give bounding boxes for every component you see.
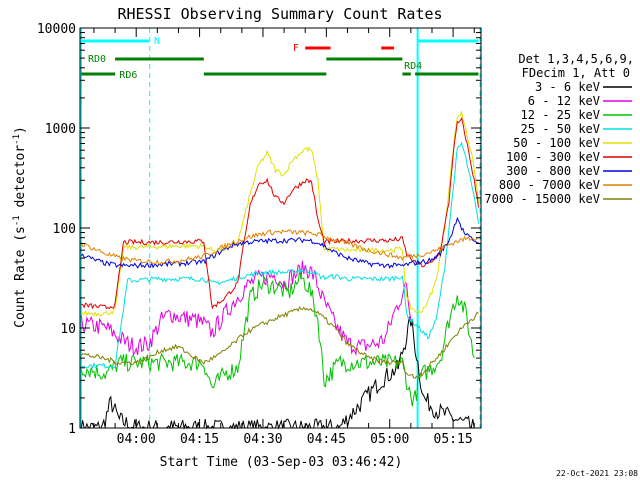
x-tick-label-4: 05:00 — [370, 432, 409, 447]
chart-title: RHESSI Observing Summary Count Rates — [117, 5, 442, 23]
legend-label-2: 12 - 25 keV — [521, 108, 600, 122]
legend-label-7: 800 - 7000 keV — [499, 178, 600, 192]
y-tick-label-2: 100 — [53, 222, 76, 237]
state-bar-label-rd0: RD0 — [88, 54, 106, 65]
y-axis-label-main: Count Rate (s — [13, 226, 28, 328]
series-lines — [80, 110, 479, 430]
x-tick-label-3: 04:45 — [307, 432, 346, 447]
y-axis-label: Count Rate (s-1 detector-1) — [12, 126, 28, 328]
x-tick-label-2: 04:30 — [243, 432, 282, 447]
series-line-5 — [81, 116, 479, 310]
legend-label-3: 25 - 50 keV — [521, 122, 600, 136]
series-line-4 — [80, 110, 479, 317]
y-axis-label-exponent: -1 — [12, 215, 22, 226]
state-bar-label-f: F — [293, 43, 299, 54]
legend-label-1: 6 - 12 keV — [528, 94, 600, 108]
series-line-8 — [80, 305, 479, 379]
axes: 04:00 04:15 04:30 04:45 05:00 05:15 1 10 100 1000… — [37, 22, 482, 447]
y-tick-label-3: 1000 — [45, 122, 76, 137]
legend-label-0: 3 - 6 keV — [535, 80, 600, 94]
state-bar-label-rd6: RD6 — [119, 70, 137, 81]
y-tick-label-4: 10000 — [37, 22, 76, 37]
legend: Det 1,3,4,5,6,9, FDecim 1, Att 0 3 - 6 k… — [484, 52, 634, 206]
legend-header-line-1: Det 1,3,4,5,6,9, — [518, 52, 634, 66]
legend-label-5: 100 - 300 keV — [506, 150, 600, 164]
series-line-1 — [80, 260, 412, 357]
state-bars: N F RD0 RD6 RD4 — [80, 36, 479, 81]
state-bar-label-rd4: RD4 — [404, 61, 422, 72]
footer-timestamp: 22-Oct-2021 23:08 — [556, 469, 638, 478]
x-axis-label: Start Time (03-Sep-03 03:46:42) — [160, 455, 403, 470]
series-line-7 — [80, 229, 479, 265]
state-bar-label-n: N — [154, 36, 160, 47]
legend-header-line-2: FDecim 1, Att 0 — [522, 66, 630, 80]
x-tick-label-1: 04:15 — [180, 432, 219, 447]
legend-label-6: 300 - 800 keV — [506, 164, 600, 178]
y-axis-label-end: ) — [13, 126, 28, 134]
y-axis-label-middle: detector — [13, 145, 28, 216]
y-tick-label-1: 10 — [60, 322, 76, 337]
y-tick-label-0: 1 — [68, 422, 76, 437]
series-line-6 — [80, 216, 479, 269]
legend-label-8: 7000 - 15000 keV — [484, 192, 600, 206]
series-line-2 — [80, 270, 475, 407]
y-axis-label-exponent-2: -1 — [12, 134, 22, 145]
legend-label-4: 50 - 100 keV — [513, 136, 600, 150]
x-tick-label-0: 04:00 — [117, 432, 156, 447]
series-line-3 — [81, 141, 479, 370]
x-tick-label-5: 05:15 — [434, 432, 473, 447]
